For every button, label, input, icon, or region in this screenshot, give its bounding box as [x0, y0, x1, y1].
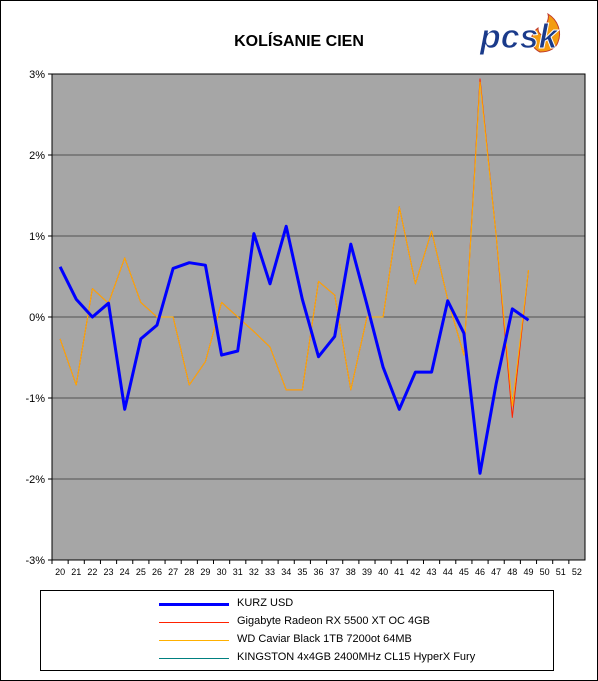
x-tick-label: 45	[459, 567, 469, 577]
x-tick-label: 40	[378, 567, 388, 577]
y-tick-label: 3%	[29, 69, 45, 81]
legend-swatch	[159, 603, 229, 606]
legend-swatch	[159, 622, 229, 623]
x-axis: 20 21 22 23 24 25 26 27 28 29 30 31 32 33 34 35 36 37 38 39…	[51, 560, 582, 577]
x-tick-label: 33	[265, 567, 275, 577]
x-tick-label: 29	[200, 567, 210, 577]
x-tick-label: 27	[168, 567, 178, 577]
x-tick-label: 49	[523, 567, 533, 577]
legend-item: KURZ USD	[41, 595, 551, 613]
x-tick-label: 48	[507, 567, 517, 577]
x-tick-label: 52	[572, 567, 582, 577]
x-tick-label: 20	[55, 567, 65, 577]
series-lines	[58, 78, 530, 475]
x-tick-label: 22	[87, 567, 97, 577]
x-tick-label: 31	[233, 567, 243, 577]
x-tick-label: 44	[443, 567, 453, 577]
x-tick-label: 46	[475, 567, 485, 577]
x-tick-label: 24	[120, 567, 130, 577]
y-tick-label: 0%	[29, 312, 45, 324]
x-tick-label: 50	[540, 567, 550, 577]
pcsk-logo: pcsk	[479, 12, 561, 57]
logo-text: pcsk	[479, 18, 560, 56]
legend-label: KURZ USD	[237, 597, 294, 609]
legend-label: Gigabyte Radeon RX 5500 XT OC 4GB	[237, 615, 431, 627]
legend-item: KINGSTON 4x4GB 2400MHz CL15 HyperX Fury	[41, 649, 551, 667]
x-tick-label: 23	[104, 567, 114, 577]
x-tick-label: 21	[71, 567, 81, 577]
x-tick-label: 47	[491, 567, 501, 577]
x-tick-label: 41	[394, 567, 404, 577]
series-line-0	[58, 224, 530, 475]
legend-label: KINGSTON 4x4GB 2400MHz CL15 HyperX Fury	[237, 651, 476, 663]
x-tick-label: 28	[184, 567, 194, 577]
x-tick-label: 39	[362, 567, 372, 577]
line-chart: 3% 2% 1% 0% -1% -2% -3% 20 21 22 23 24 25 26 27 28 29 30…	[25, 69, 586, 577]
x-tick-label: 42	[410, 567, 420, 577]
legend-item: Gigabyte Radeon RX 5500 XT OC 4GB	[41, 613, 551, 631]
y-tick-label: -1%	[25, 393, 45, 405]
x-tick-label: 32	[249, 567, 259, 577]
x-tick-label: 34	[281, 567, 291, 577]
x-tick-label: 26	[152, 567, 162, 577]
chart-title: KOLÍSANIE CIEN	[234, 33, 364, 50]
y-tick-label: -3%	[25, 555, 45, 567]
legend-label: WD Caviar Black 1TB 7200ot 64MB	[237, 633, 412, 645]
x-tick-label: 51	[556, 567, 566, 577]
y-tick-label: 1%	[29, 231, 45, 243]
x-tick-label: 25	[136, 567, 146, 577]
y-tick-label: -2%	[25, 474, 45, 486]
x-tick-label: 35	[297, 567, 307, 577]
x-tick-label: 37	[330, 567, 340, 577]
legend-item: WD Caviar Black 1TB 7200ot 64MB	[41, 631, 551, 649]
y-axis: 3% 2% 1% 0% -1% -2% -3%	[25, 69, 52, 567]
legend: KURZ USD Gigabyte Radeon RX 5500 XT OC 4G…	[40, 590, 554, 671]
logo-flame-icon	[531, 12, 561, 53]
legend-swatch	[159, 640, 229, 641]
x-tick-label: 30	[217, 567, 227, 577]
y-tick-label: 2%	[29, 150, 45, 162]
x-tick-label: 36	[313, 567, 323, 577]
x-tick-label: 43	[427, 567, 437, 577]
x-tick-label: 38	[346, 567, 356, 577]
legend-swatch	[159, 658, 229, 659]
